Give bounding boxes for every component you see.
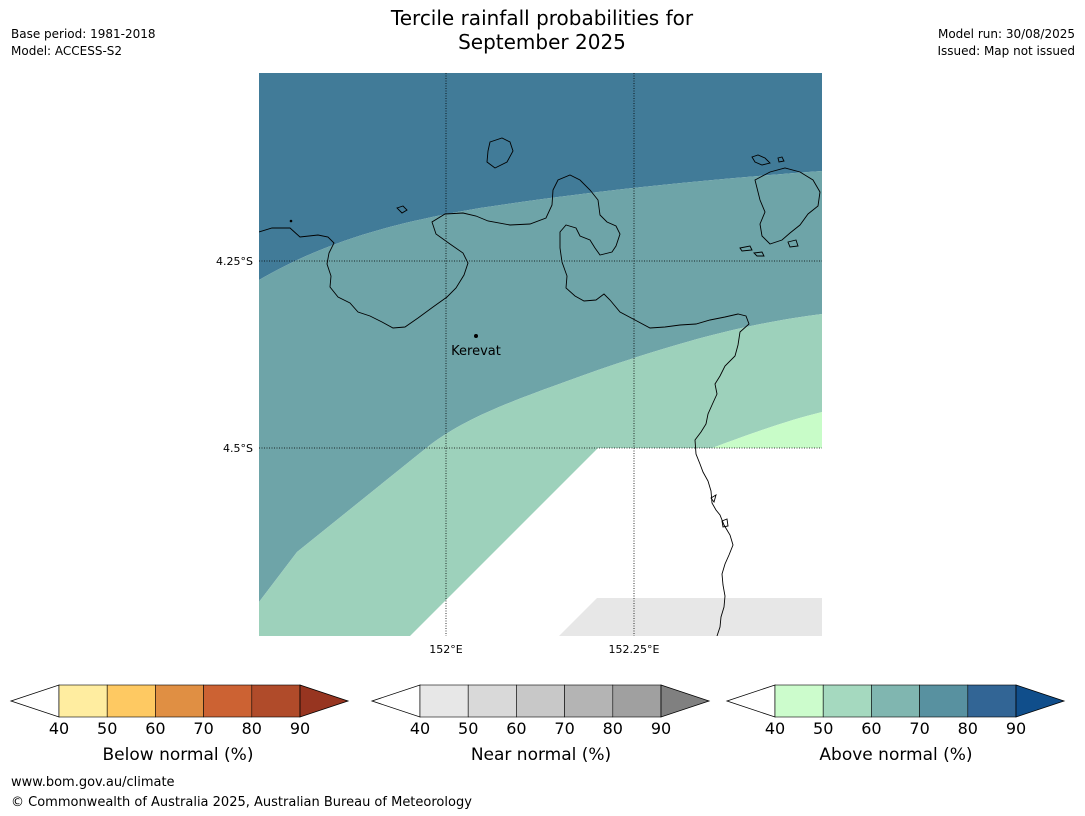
zone-above-50-60 bbox=[712, 412, 822, 448]
colorbar-above-segment-3 bbox=[871, 684, 920, 718]
zone-above-60-70 bbox=[259, 314, 822, 636]
map-title: Tercile rainfall probabilities for Septe… bbox=[292, 6, 792, 54]
colorbar-near-tick-50: 50 bbox=[458, 719, 478, 738]
colorbar-above-tick-40: 40 bbox=[765, 719, 785, 738]
colorbar-below-tick-90: 90 bbox=[290, 719, 310, 738]
islet bbox=[289, 219, 293, 223]
colorbar-above-tick-90: 90 bbox=[1006, 719, 1026, 738]
colorbar-below-tick-80: 80 bbox=[242, 719, 262, 738]
place-label-kerevat: Kerevat bbox=[451, 344, 501, 359]
colorbar-below-tick-60: 60 bbox=[145, 719, 165, 738]
title-line-1: Tercile rainfall probabilities for bbox=[390, 6, 694, 30]
colorbar-near-min-extension bbox=[370, 684, 421, 718]
colorbar-near-segment-1 bbox=[419, 684, 469, 718]
colorbar-panel: 40 50 60 70 80 90 40 50 60 70 80 90 40 50 60 70 80 90 bbox=[9, 684, 1066, 738]
colorbar-below-segment-4 bbox=[203, 684, 253, 718]
colorbar-below-segment-3 bbox=[155, 684, 204, 718]
colorbar-label-near: Near normal (%) bbox=[470, 745, 612, 765]
axis-labels: 4.25°S 4.5°S 152°E 152.25°E bbox=[216, 255, 659, 656]
zone-above-70-80 bbox=[259, 171, 822, 602]
colorbar-above-tick-70: 70 bbox=[909, 719, 929, 738]
colorbar-below-max-extension bbox=[299, 684, 350, 718]
colorbar-below-segment-5 bbox=[251, 684, 301, 718]
colorbar-above-tick-50: 50 bbox=[813, 719, 833, 738]
lon-label-1: 152°E bbox=[429, 643, 462, 656]
lat-label-1: 4.25°S bbox=[216, 255, 253, 268]
colorbar-above-segment-2 bbox=[822, 684, 872, 718]
zone-near-40-50 bbox=[559, 598, 822, 636]
colorbar-label-below: Below normal (%) bbox=[102, 745, 254, 765]
model-run: Model run: 30/08/2025 bbox=[937, 27, 1075, 41]
colorbar-below-tick-50: 50 bbox=[97, 719, 117, 738]
colorbar-above-tick-60: 60 bbox=[861, 719, 881, 738]
colorbar-near-tick-60: 60 bbox=[506, 719, 526, 738]
meta-left: Base period: 1981-2018 Model: ACCESS-S2 bbox=[11, 26, 156, 60]
colorbar-below-segment-1 bbox=[58, 684, 108, 718]
zone-above-80-90 bbox=[259, 73, 822, 280]
footer-url: www.bom.gov.au/climate bbox=[11, 775, 175, 790]
coastline bbox=[259, 137, 821, 636]
colorbar-near-max-extension bbox=[660, 684, 711, 718]
colorbar-below-segment-2 bbox=[106, 684, 156, 718]
issued-status: Issued: Map not issued bbox=[937, 44, 1075, 58]
colorbar-near-tick-40: 40 bbox=[410, 719, 430, 738]
lat-label-2: 4.5°S bbox=[223, 442, 253, 455]
colorbar-above-segment-4 bbox=[919, 684, 969, 718]
colorbar-above-tick-80: 80 bbox=[958, 719, 978, 738]
meta-right: Model run: 30/08/2025 Issued: Map not is… bbox=[937, 26, 1075, 60]
lon-label-2: 152.25°E bbox=[609, 643, 660, 656]
map-fill: Kerevat bbox=[259, 73, 822, 636]
colorbar-near-tick-80: 80 bbox=[603, 719, 623, 738]
colorbar-above-segment-1 bbox=[774, 684, 824, 718]
probability-map: Kerevat 4.25°S 4.5°S 152°E 152.25°E bbox=[216, 73, 822, 656]
colorbar-near-tick-90: 90 bbox=[651, 719, 671, 738]
colorbar-near-tick-70: 70 bbox=[554, 719, 574, 738]
colorbar-near-segment-4 bbox=[564, 684, 614, 718]
colorbar-above-min-extension bbox=[725, 684, 776, 718]
colorbar-below-min-extension bbox=[9, 684, 60, 718]
colorbar-near-segment-2 bbox=[467, 684, 517, 718]
colorbar-near-segment-5 bbox=[612, 684, 662, 718]
colorbar-above-max-extension bbox=[1015, 684, 1066, 718]
colorbar-near-segment-3 bbox=[516, 684, 565, 718]
base-period: Base period: 1981-2018 bbox=[11, 27, 156, 41]
title-line-2: September 2025 bbox=[458, 30, 626, 54]
colorbar-above-segment-5 bbox=[967, 684, 1017, 718]
kerevat-marker bbox=[474, 334, 478, 338]
colorbar-below-tick-70: 70 bbox=[193, 719, 213, 738]
colorbar-label-above: Above normal (%) bbox=[819, 745, 973, 765]
model-name: Model: ACCESS-S2 bbox=[11, 44, 123, 58]
footer-copyright: © Commonwealth of Australia 2025, Austra… bbox=[11, 795, 472, 810]
colorbar-below-tick-40: 40 bbox=[49, 719, 69, 738]
